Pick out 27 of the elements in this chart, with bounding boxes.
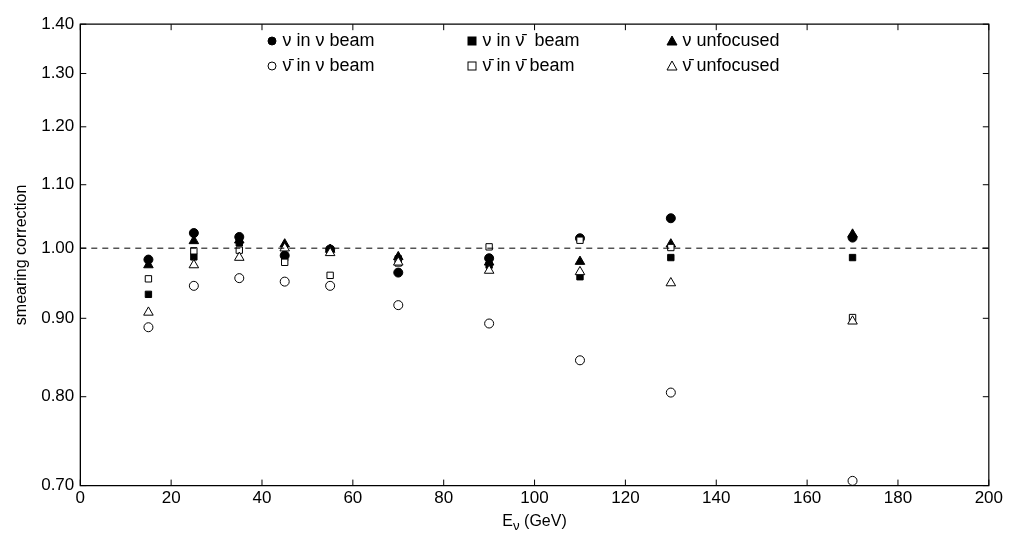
x-tick-label: 120 [611,488,640,508]
y-tick-label: 1.00 [41,237,75,257]
x-tick-label: 20 [161,488,181,508]
y-tick-label: 0.70 [41,475,75,495]
x-axis-title: E$_{ν}$ (GeV) [501,511,568,533]
x-tick-label: 80 [434,488,454,508]
y-tick-label: 0.80 [41,386,75,406]
y-tick-label: 1.30 [41,63,75,83]
x-tick-label: 40 [252,488,272,508]
x-tick-label: 100 [520,488,549,508]
y-tick-label: 1.40 [41,13,75,33]
y-tick-label: 0.90 [41,308,75,327]
x-tick-label: 160 [792,488,822,508]
x-tick-label: 0 [75,488,86,508]
x-tick-label: 140 [702,488,731,508]
x-tick-label: 180 [883,488,913,508]
y-axis-title: smearing correction [12,184,30,326]
x-tick-label: 200 [974,488,1004,508]
x-tick-label: 60 [343,488,363,508]
legend-label: ν̄ in ν beam [282,55,375,77]
legend-label: ν̄ unfocused [682,55,780,77]
legend-label: ν unfocused [682,30,780,52]
legend-label: ν in ν beam [282,30,375,52]
legend-label: ν̄ in ν̄ beam [482,55,575,77]
y-tick-label: 1.10 [41,174,75,194]
y-tick-label: 1.20 [41,116,75,136]
legend-label: ν in ν̄ beam [482,30,580,52]
